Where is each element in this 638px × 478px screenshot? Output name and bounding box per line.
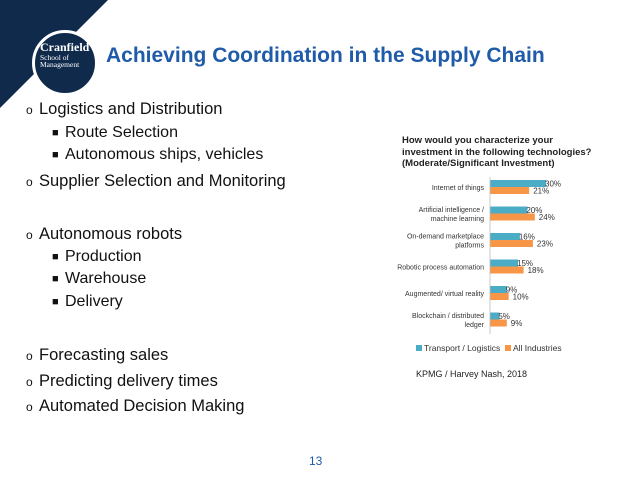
data-label: 16% <box>519 233 535 242</box>
bullet-item: ■ Route Selection <box>52 124 178 142</box>
chart-title: How would you characterize your investme… <box>402 135 591 170</box>
bar-all-industries <box>490 187 530 194</box>
data-label: 9% <box>511 319 523 328</box>
logo-line2: School of <box>40 52 69 62</box>
bullet-text: Route Selection <box>65 124 178 141</box>
bullet-text: Supplier Selection and Monitoring <box>39 172 286 190</box>
bullet-item: o Logistics and Distribution <box>26 100 222 119</box>
bullet-item: ■ Warehouse <box>52 270 146 288</box>
bullet-item: o Forecasting sales <box>26 346 168 365</box>
bar-all-industries <box>490 293 509 300</box>
slide-title: Achieving Coordination in the Supply Cha… <box>106 44 545 67</box>
bullet-marker: ■ <box>52 127 59 139</box>
page-number: 13 <box>309 454 323 468</box>
cranfield-logo <box>32 30 98 96</box>
bullet-marker: o <box>26 103 33 117</box>
bullet-marker: o <box>26 228 33 242</box>
category-label: Internet of things <box>432 185 485 192</box>
bar-chart: Internet of things 30%21% Artificial intel… <box>397 177 561 334</box>
category-label: Blockchain / distributed <box>412 313 484 320</box>
bar-transport-logistics <box>490 312 500 320</box>
category-label: On-demand marketplace <box>407 234 484 241</box>
bullet-marker: o <box>26 175 33 189</box>
bullet-item: ■ Delivery <box>52 293 123 311</box>
bullet-marker: ■ <box>52 273 59 285</box>
data-label: 10% <box>513 293 529 302</box>
bar-all-industries <box>490 266 524 274</box>
bullet-marker: ■ <box>52 251 59 263</box>
category-label: platforms <box>455 243 484 250</box>
legend-label-all-industries: All Industries <box>512 343 562 353</box>
chart-title-line: How would you characterize your <box>402 135 553 146</box>
bullet-text: Forecasting sales <box>39 346 169 364</box>
bullet-item: o Autonomous robots <box>26 225 182 244</box>
bullet-marker: o <box>26 349 33 363</box>
data-label: 20% <box>526 206 542 215</box>
bullet-marker: o <box>26 400 33 414</box>
legend-swatch-transport <box>416 345 422 351</box>
bullet-item: o Automated Decision Making <box>26 397 244 416</box>
logo-line3: Management <box>40 60 80 70</box>
bar-transport-logistics <box>490 259 518 267</box>
data-label: 18% <box>528 266 544 275</box>
legend-label-transport: Transport / Logistics <box>424 343 501 353</box>
chart-title-line: (Moderate/Significant Investment) <box>402 158 555 170</box>
bar-transport-logistics <box>490 180 546 187</box>
bullet-item: ■ Production <box>52 248 142 266</box>
data-label: 21% <box>533 187 549 196</box>
bar-transport-logistics <box>490 233 520 240</box>
category-label: Robotic process automation <box>397 265 484 272</box>
data-label: 30% <box>545 180 561 189</box>
category-label: Augmented/ virtual reality <box>405 291 484 298</box>
category-label: machine learning <box>431 216 484 223</box>
bullet-marker: o <box>26 375 33 389</box>
bar-transport-logistics <box>490 206 528 214</box>
chart-title-line: investment in the following technologies… <box>402 146 592 158</box>
bar-all-industries <box>490 213 535 221</box>
bullet-item: ■ Autonomous ships, vehicles <box>52 146 263 164</box>
bar-transport-logistics <box>490 286 507 293</box>
category-label: Artificial intelligence / <box>419 207 484 214</box>
bar-all-industries <box>490 240 533 247</box>
logo-name: Cranfield <box>40 40 90 54</box>
bullet-text: Automated Decision Making <box>39 397 245 415</box>
data-label: 15% <box>517 259 533 268</box>
bullet-item: o Supplier Selection and Monitoring <box>26 172 286 191</box>
source-citation: KPMG / Harvey Nash, 2018 <box>416 369 528 379</box>
bullet-text: Autonomous robots <box>39 225 183 243</box>
legend-swatch-all-industries <box>504 345 511 351</box>
bar-all-industries <box>490 319 507 327</box>
bullet-marker: ■ <box>52 149 59 161</box>
bullet-text: Autonomous ships, vehicles <box>65 146 264 163</box>
logo-text: Cranfield School of Management <box>40 41 89 69</box>
category-label: ledger <box>465 322 485 329</box>
data-label: 24% <box>539 213 555 222</box>
data-label: 9% <box>506 286 518 295</box>
bullet-text: Predicting delivery times <box>39 372 218 390</box>
bullet-item: o Predicting delivery times <box>26 372 218 391</box>
bullet-text: Logistics and Distribution <box>39 100 223 118</box>
chart-legend: Transport / Logistics All Industries <box>416 343 562 353</box>
bullet-marker: ■ <box>52 296 59 308</box>
data-label: 5% <box>498 312 510 321</box>
bullet-text: Production <box>65 248 142 265</box>
bullet-text: Warehouse <box>65 270 147 287</box>
data-label: 23% <box>537 240 553 249</box>
bullet-text: Delivery <box>65 293 123 310</box>
